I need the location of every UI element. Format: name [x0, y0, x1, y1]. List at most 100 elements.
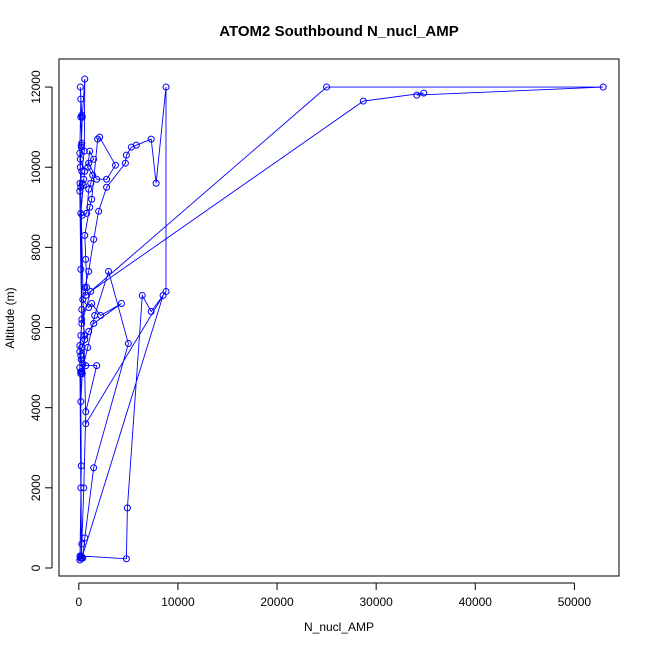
data-point [147, 135, 155, 143]
data-point [127, 143, 135, 151]
data-point [76, 83, 84, 91]
data-point [81, 534, 89, 542]
data-point [78, 167, 86, 175]
data-point [78, 316, 86, 324]
y-tick-label: 8000 [29, 234, 43, 261]
x-tick-label: 40000 [459, 595, 493, 609]
data-point [81, 336, 89, 344]
data-point [78, 211, 86, 219]
data-point [81, 332, 89, 340]
data-point [88, 299, 96, 307]
data-point [76, 163, 84, 171]
data-point [85, 328, 93, 336]
data-point [413, 91, 421, 99]
data-point [85, 159, 93, 167]
data-point [85, 267, 93, 275]
y-tick-label: 12000 [29, 70, 43, 104]
data-point [82, 255, 90, 263]
data-point [77, 356, 85, 364]
data-point [76, 179, 84, 187]
data-point [121, 159, 129, 167]
data-point [95, 207, 103, 215]
data-point [78, 113, 86, 121]
chart-title: ATOM2 Southbound N_nucl_AMP [219, 23, 458, 40]
x-tick-label: 20000 [260, 595, 294, 609]
data-point [82, 362, 90, 370]
data-point [96, 133, 104, 141]
data-point [83, 209, 91, 217]
y-tick-label: 10000 [29, 150, 43, 184]
y-tick-label: 6000 [29, 314, 43, 341]
data-point [162, 83, 170, 91]
data-point [420, 89, 428, 97]
data-point [81, 231, 89, 239]
data-point [90, 235, 98, 243]
data-point [103, 175, 111, 183]
data-point [117, 299, 125, 307]
y-axis-label: Altitude (m) [3, 287, 17, 348]
data-point [90, 155, 98, 163]
x-axis: 0 10000 20000 30000 40000 50000 [75, 582, 592, 609]
data-point [82, 291, 90, 299]
series-layer [76, 75, 607, 564]
data-point [81, 283, 89, 291]
data-point [77, 398, 85, 406]
data-point [77, 95, 85, 103]
data-point [77, 265, 85, 273]
data-point [82, 408, 90, 416]
data-point [122, 555, 130, 563]
data-point [122, 151, 130, 159]
data-point [78, 540, 86, 548]
data-point [78, 320, 86, 328]
y-tick-label: 0 [29, 564, 43, 571]
data-point [86, 203, 94, 211]
y-tick-label: 2000 [29, 474, 43, 501]
data-point [76, 187, 84, 195]
data-point [87, 179, 95, 187]
data-point [103, 183, 111, 191]
data-point [77, 484, 85, 492]
x-tick-label: 30000 [359, 595, 393, 609]
data-point [147, 307, 155, 315]
data-point [359, 97, 367, 105]
y-tick-label: 4000 [29, 394, 43, 421]
x-tick-label: 0 [75, 595, 82, 609]
data-point [94, 135, 102, 143]
data-point [88, 195, 96, 203]
data-point [77, 462, 85, 470]
plot-frame [58, 58, 620, 577]
data-point [124, 340, 132, 348]
data-point [77, 332, 85, 340]
data-point [86, 147, 94, 155]
data-point [159, 291, 167, 299]
data-point [80, 147, 88, 155]
data-point [323, 83, 331, 91]
data-point [83, 283, 91, 291]
data-point [90, 464, 98, 472]
x-tick-label: 50000 [558, 595, 592, 609]
data-point [77, 141, 85, 149]
data-point [81, 75, 89, 83]
data-point [90, 320, 98, 328]
data-point [93, 175, 101, 183]
x-axis-label: N_nucl_AMP [304, 620, 374, 634]
data-point [152, 179, 160, 187]
data-point [78, 305, 86, 313]
data-point [84, 163, 92, 171]
data-point [93, 362, 101, 370]
data-point [89, 171, 97, 179]
y-axis: 0 2000 4000 6000 8000 10000 12000 [29, 70, 53, 571]
series-line [78, 78, 604, 562]
data-point [78, 554, 86, 562]
data-point [76, 342, 84, 350]
data-point [78, 370, 86, 378]
data-point [82, 420, 90, 428]
x-tick-label: 10000 [161, 595, 195, 609]
data-point [76, 155, 84, 163]
data-point [85, 185, 93, 193]
data-point [84, 344, 92, 352]
data-point [87, 287, 95, 295]
data-point [80, 484, 88, 492]
